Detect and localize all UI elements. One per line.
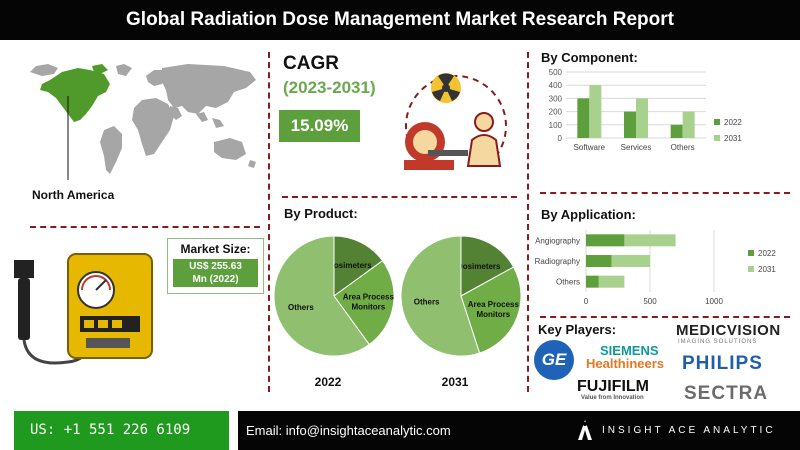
footer-phone: US: +1 551 226 6109 [14, 411, 229, 450]
by-application-heading: By Application: [541, 207, 636, 222]
siemens-logo-line1: SIEMENS [600, 343, 659, 358]
divider-mid-h [282, 196, 517, 198]
pie-slice-2031-others [400, 235, 481, 357]
ge-logo: GE [534, 340, 574, 380]
y-tick-label: 0 [558, 134, 563, 143]
bar-software-2031 [589, 85, 602, 138]
pie-slice-2022-others [273, 235, 370, 357]
fujifilm-logo-sub: Value from Innovation [581, 395, 644, 401]
legend-swatch-2022 [714, 119, 720, 125]
legend-swatch-2031 [748, 266, 754, 272]
x-tick-label: 500 [643, 297, 657, 306]
divider-right [527, 52, 529, 392]
bar-others-2022 [670, 124, 683, 138]
pie-label-2031-area-process-monitors: Area Process Monitors [468, 300, 520, 319]
y-tick-label: Angiography [535, 236, 580, 245]
bar-software-2022 [577, 98, 590, 138]
region-label: North America [32, 188, 115, 202]
y-tick-label: 300 [549, 94, 563, 103]
bar-angiography-2031 [624, 234, 676, 247]
by-product-heading: By Product: [284, 206, 358, 221]
legend-label-2031: 2031 [724, 134, 742, 143]
footer-email: Email: info@insightaceanalytic.com [238, 411, 568, 450]
divider-left [268, 52, 270, 392]
y-tick-label: 200 [549, 108, 563, 117]
pie-year-label-2031: 2031 [442, 375, 469, 389]
by-component-heading: By Component: [541, 50, 638, 65]
x-tick-label: Others [671, 143, 695, 152]
key-players-heading: Key Players: [538, 322, 617, 337]
pie-slice-2031-dosimeters [460, 235, 515, 297]
y-tick-label: 400 [549, 81, 563, 90]
medicvision-logo: MEDICVISION [676, 322, 781, 339]
market-size-value: US$ 255.63 Mn (2022) [173, 259, 258, 287]
bar-others-2022 [586, 275, 599, 288]
pie-year-label-2022: 2022 [315, 375, 342, 389]
pie-label-2022-area-process-monitors: Area Process Monitors [343, 292, 395, 311]
market-size-card: Market Size: US$ 255.63 Mn (2022) [167, 238, 264, 294]
pie-slice-2031-area-process-monitors [460, 266, 522, 354]
world-map [30, 64, 256, 180]
radiation-scanner-illustration [404, 73, 507, 170]
bar-radiography-2022 [586, 255, 612, 267]
x-tick-label: 0 [584, 297, 589, 306]
x-tick-label: 1000 [705, 297, 723, 306]
footer-brand: INSIGHT ACE ANALYTIC [568, 411, 800, 450]
legend-swatch-2022 [748, 250, 754, 256]
x-tick-label: Software [574, 143, 606, 152]
cagr-value: 15.09% [279, 110, 360, 142]
fujifilm-logo: FUJIFILM [577, 378, 649, 395]
market-size-value-line1: US$ 255.63 [189, 261, 242, 272]
bar-services-2031 [636, 98, 648, 138]
cagr-title: CAGR [283, 53, 339, 74]
pie-label-2022-dosimeters: Dosimeters [328, 261, 372, 270]
legend-label-2031: 2031 [758, 265, 776, 274]
bar-angiography-2022 [586, 234, 625, 247]
legend-swatch-2031 [714, 135, 720, 141]
y-tick-label: 500 [549, 68, 563, 77]
sectra-logo: SECTRA [684, 383, 769, 404]
y-tick-label: Radiography [535, 257, 580, 266]
pie-label-2022-others: Others [288, 303, 314, 312]
product-pie-charts: Dosimeters Area Process Monitors Others 2022… [273, 235, 522, 389]
medicvision-logo-sub: IMAGING SOLUTIONS [678, 339, 758, 345]
bar-others-2031 [682, 111, 695, 138]
divider-right-h1 [540, 192, 790, 194]
market-size-label: Market Size: [180, 242, 251, 256]
application-bar-chart: 0 500 1000 Angiography Radiography Others 2022… [535, 230, 776, 306]
market-size-value-line2: Mn (2022) [192, 274, 239, 285]
pie-label-2031-others: Others [414, 297, 440, 306]
pie-slice-2022-area-process-monitors [333, 260, 395, 346]
legend-label-2022: 2022 [758, 249, 776, 258]
philips-logo: PHILIPS [682, 353, 763, 374]
dosimeter-illustration [14, 253, 153, 365]
pie-slice-2022-dosimeters [333, 235, 384, 297]
divider-left-h [30, 226, 260, 228]
y-tick-label: Others [556, 278, 580, 287]
y-tick-label: 100 [549, 121, 563, 130]
pie-label-2031-dosimeters: Dosimeters [457, 262, 501, 271]
component-bar-chart: 0 100 200 300 400 500 Software Services Others 20… [549, 68, 743, 152]
bar-others-2031 [598, 275, 625, 288]
bar-radiography-2031 [611, 255, 650, 267]
bar-services-2022 [624, 111, 636, 138]
brand-logo-icon [578, 420, 592, 440]
cagr-years: (2023-2031) [283, 78, 376, 97]
divider-right-h2 [540, 316, 790, 318]
report-title: Global Radiation Dose Management Market … [0, 0, 800, 40]
siemens-logo-line2: Healthineers [586, 356, 665, 371]
legend-label-2022: 2022 [724, 118, 742, 127]
x-tick-label: Services [621, 143, 652, 152]
